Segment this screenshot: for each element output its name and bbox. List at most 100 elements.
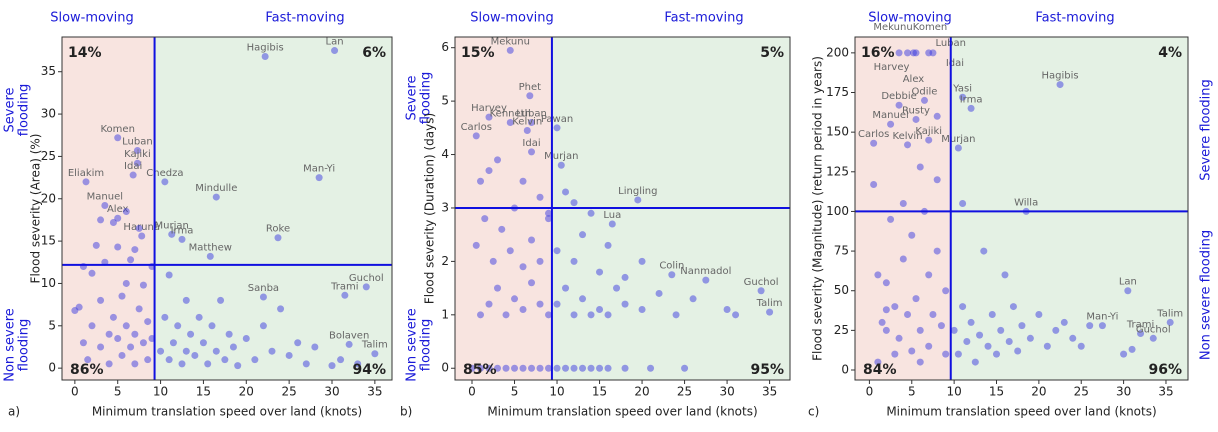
point [621,273,629,281]
x-tick-label: 20 [1031,385,1046,399]
y-tick-label: 30 [41,107,56,121]
point-label: Talim [1156,308,1183,319]
point [114,214,122,222]
x-axis-label: Minimum translation speed over land (kno… [487,405,757,419]
severity-label: flooding [419,72,434,124]
point-label: Guchol [349,273,384,284]
point [621,300,629,308]
point [912,295,920,303]
point [1005,337,1013,345]
point [139,281,147,289]
point [562,364,570,372]
point [536,364,544,372]
point [604,311,612,319]
point [980,247,988,255]
point-label: Phet [519,82,542,93]
point [891,303,899,311]
plot-frame [61,36,393,381]
point [468,364,476,372]
point [959,303,967,311]
point [1149,334,1157,342]
point [485,364,493,372]
point [536,193,544,201]
point-label: Alex [903,74,925,85]
point [1001,271,1009,279]
point [519,263,527,271]
x-axis-label: Minimum translation speed over land (kno… [886,405,1156,419]
point [494,284,502,292]
point [570,364,578,372]
point [954,350,962,358]
x-tick-label: 15 [989,385,1004,399]
point [895,334,903,342]
point [485,167,493,175]
point [129,171,137,179]
point [528,279,536,287]
point-label: Talim [361,340,388,351]
point [485,113,493,121]
point [259,322,267,330]
y-tick-label: 1 [441,307,449,321]
point [933,247,941,255]
point-label: Bolaven [329,330,369,341]
y-axis-label: Flood severity (Duration) (days) [423,113,437,304]
point [494,156,502,164]
point [757,287,765,295]
point [1137,330,1145,338]
percentage: 86% [70,362,104,378]
point [587,311,595,319]
x-tick-label: 5 [908,385,916,399]
point [285,351,293,359]
point [899,255,907,263]
point [1120,350,1128,358]
severity-label: Non severe [3,308,18,382]
point [109,218,117,226]
slow-label: Slow-moving [50,11,134,26]
point [88,322,96,330]
x-tick-label: 30 [719,385,734,399]
point [114,335,122,343]
point [895,49,903,57]
point [261,52,269,60]
point [545,364,553,372]
point [195,313,203,321]
point [234,362,242,370]
y-tick-label: 200 [826,45,849,59]
point-label: Roke [266,224,290,235]
point-label: Hagibis [247,42,284,53]
y-axis-label: Flood severity (Area) (%) [29,134,43,284]
point [122,322,130,330]
y-tick-label: 25 [834,323,849,337]
panel-label: a) [8,405,20,419]
point-label: Murjan [544,151,578,162]
point [655,289,663,297]
point [557,161,565,169]
point-label: Mekunu [873,22,912,33]
x-tick-label: 30 [324,385,339,399]
point-label: Carlos [461,122,492,133]
point [127,343,135,351]
point-label: Nanmadol [680,266,731,277]
slow-label: Slow-moving [470,11,554,26]
point [553,364,561,372]
y-tick-label: 15 [41,234,56,248]
severity-label: Severe flooding [1199,79,1214,181]
point [553,124,561,132]
point [959,200,967,208]
point [562,284,570,292]
point [523,126,531,134]
point [494,364,502,372]
x-tick-label: 35 [762,385,777,399]
panel-label: c) [808,405,819,419]
point [638,305,646,313]
percentage: 94% [352,362,386,378]
point [925,271,933,279]
slow-region [855,37,951,380]
point [302,360,310,368]
point [596,268,604,276]
point [536,300,544,308]
point-label: Alex [107,204,129,215]
point [122,279,130,287]
point [988,311,996,319]
